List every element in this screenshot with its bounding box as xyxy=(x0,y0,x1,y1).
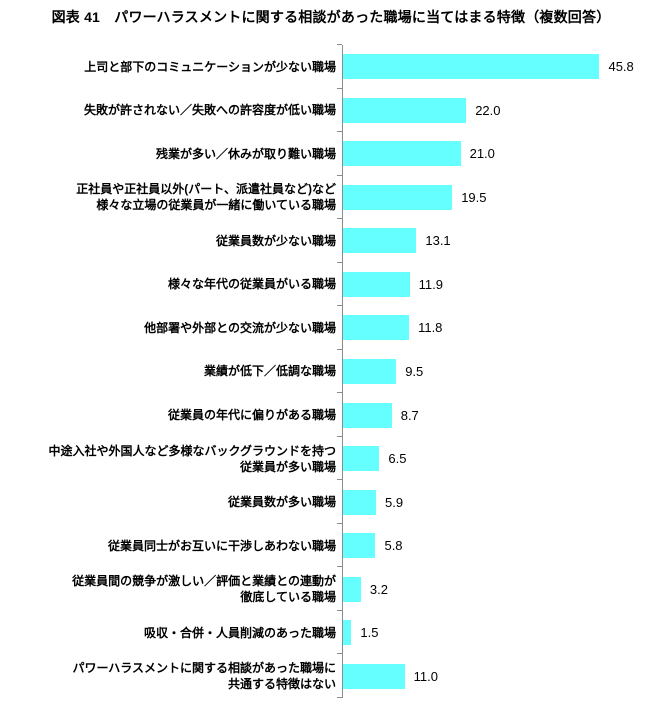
value-label: 5.8 xyxy=(384,538,403,554)
bar-row: 様々な年代の従業員がいる職場 11.9 xyxy=(0,261,662,307)
value-label: 9.5 xyxy=(405,363,424,379)
value-label: 1.5 xyxy=(360,625,379,641)
category-label: 様々な年代の従業員がいる職場 xyxy=(167,277,336,292)
bar-plot: 11.9 xyxy=(337,261,662,307)
bar-row: パワーハラスメントに関する相談があった職場に 共通する特徴はない 11.0 xyxy=(0,653,662,698)
bar-plot: 11.8 xyxy=(337,305,662,350)
bar xyxy=(343,184,453,210)
bar-row: 吸収・合併・人員削減のあった職場 1.5 xyxy=(0,609,662,655)
category-label: 従業員間の競争が激しい／評価と業績との連動が 徹底している職場 xyxy=(72,574,336,605)
bar-plot: 3.2 xyxy=(337,566,662,611)
bar-plot: 5.9 xyxy=(337,479,662,524)
category-label: 上司と部下のコミュニケーションが少ない職場 xyxy=(84,59,336,74)
value-label: 11.9 xyxy=(418,276,443,292)
bar-plot: 13.1 xyxy=(337,218,662,263)
value-label: 6.5 xyxy=(388,451,407,467)
category-label: 他部署や外部との交流が少ない職場 xyxy=(144,320,336,335)
value-label: 11.0 xyxy=(413,668,438,684)
bar-plot: 9.5 xyxy=(337,348,662,394)
bar-row: 従業員間の競争が激しい／評価と業績との連動が 徹底している職場 3.2 xyxy=(0,566,662,611)
value-label: 19.5 xyxy=(461,189,487,205)
bar-plot: 6.5 xyxy=(337,435,662,481)
bar xyxy=(343,141,461,167)
bar-row: 失敗が許されない／失敗への許容度が低い職場 22.0 xyxy=(0,87,662,133)
category-label: パワーハラスメントに関する相談があった職場に 共通する特徴はない xyxy=(72,661,336,692)
bar-row: 従業員同士がお互いに干渉しあわない職場 5.8 xyxy=(0,522,662,568)
category-label: 残業が多い／休みが取り難い職場 xyxy=(155,146,336,161)
value-label: 3.2 xyxy=(369,581,388,597)
bar-row: 従業員の年代に偏りがある職場 8.7 xyxy=(0,392,662,437)
bar-plot: 19.5 xyxy=(337,174,662,220)
bar xyxy=(343,489,377,515)
bar-row: 従業員数が多い職場 5.9 xyxy=(0,479,662,524)
bar xyxy=(343,54,600,80)
bar-plot: 21.0 xyxy=(337,131,662,176)
category-label: 従業員数が多い職場 xyxy=(227,495,336,510)
value-label: 22.0 xyxy=(475,102,501,118)
value-label: 11.8 xyxy=(418,320,443,336)
bar-row: 従業員数が少ない職場 13.1 xyxy=(0,218,662,263)
bar-plot: 8.7 xyxy=(337,392,662,437)
category-label: 業績が低下／低調な職場 xyxy=(203,364,336,379)
category-label: 中途入社や外国人など多様なバックグラウンドを持つ 従業員が多い職場 xyxy=(48,443,336,474)
value-label: 21.0 xyxy=(469,146,495,162)
bar-plot: 5.8 xyxy=(337,522,662,568)
bar xyxy=(343,271,410,297)
value-label: 13.1 xyxy=(425,233,451,249)
bar xyxy=(343,620,352,646)
bar-plot: 1.5 xyxy=(337,609,662,655)
bar-plot: 11.0 xyxy=(337,653,662,698)
value-label: 45.8 xyxy=(608,59,634,75)
category-label: 従業員同士がお互いに干渉しあわない職場 xyxy=(107,538,336,553)
bar xyxy=(343,402,392,428)
bar-plot: 45.8 xyxy=(337,44,662,89)
bar-row: 他部署や外部との交流が少ない職場 11.8 xyxy=(0,305,662,350)
bar xyxy=(343,358,397,384)
bar-row: 業績が低下／低調な職場 9.5 xyxy=(0,348,662,394)
category-label: 失敗が許されない／失敗への許容度が低い職場 xyxy=(83,103,336,118)
bar-row: 中途入社や外国人など多様なバックグラウンドを持つ 従業員が多い職場 6.5 xyxy=(0,435,662,481)
bar xyxy=(343,446,380,472)
bar xyxy=(343,228,417,254)
bar xyxy=(343,576,361,602)
bar xyxy=(343,663,405,689)
bar xyxy=(343,97,467,123)
category-label: 吸収・合併・人員削減のあった職場 xyxy=(143,625,336,640)
bar-plot: 22.0 xyxy=(337,87,662,133)
chart-title: 図表 41 パワーハラスメントに関する相談があった職場に当てはまる特徴（複数回答… xyxy=(51,9,611,25)
value-label: 5.9 xyxy=(385,494,404,510)
category-label: 従業員の年代に偏りがある職場 xyxy=(167,408,336,423)
category-label: 従業員数が少ない職場 xyxy=(215,233,336,248)
value-label: 8.7 xyxy=(400,407,419,423)
category-label: 正社員や正社員以外(パート、派遣社員など)など 様々な立場の従業員が一緒に働いて… xyxy=(76,182,336,213)
bar-row: 正社員や正社員以外(パート、派遣社員など)など 様々な立場の従業員が一緒に働いて… xyxy=(0,174,662,220)
bar-row: 残業が多い／休みが取り難い職場 21.0 xyxy=(0,131,662,176)
bar-row: 上司と部下のコミュニケーションが少ない職場 45.8 xyxy=(0,44,662,89)
bar xyxy=(343,315,410,341)
bar xyxy=(343,533,376,559)
chart-area: 上司と部下のコミュニケーションが少ない職場 45.8 失敗が許されない／失敗への許容… xyxy=(0,44,662,698)
